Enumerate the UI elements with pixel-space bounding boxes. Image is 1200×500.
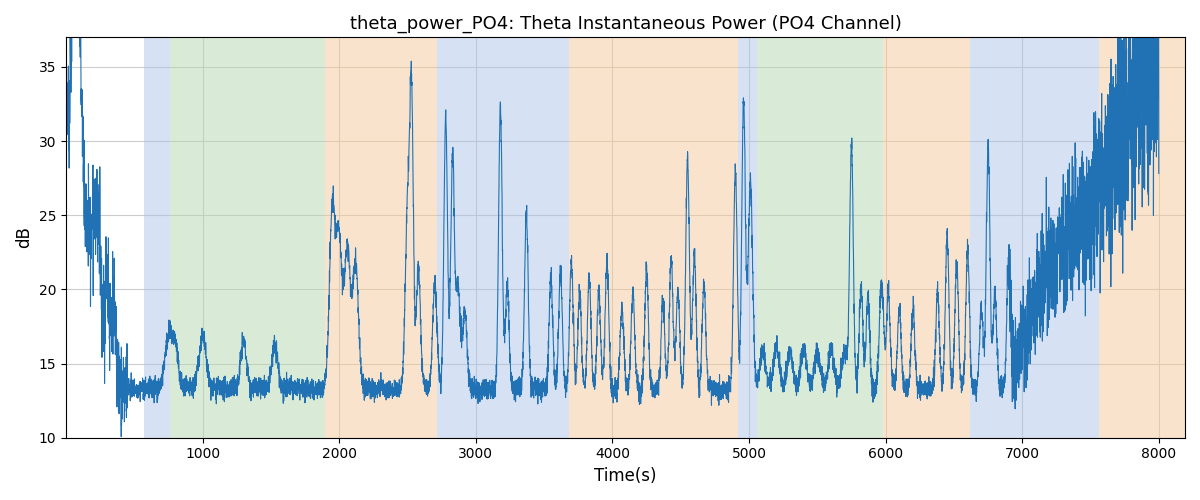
Bar — [738, 38, 757, 438]
Bar — [325, 38, 438, 438]
Bar — [569, 38, 738, 438]
Bar — [757, 38, 883, 438]
Bar — [438, 38, 569, 438]
Bar — [1099, 38, 1186, 438]
Y-axis label: dB: dB — [16, 226, 34, 248]
Title: theta_power_PO4: Theta Instantaneous Power (PO4 Channel): theta_power_PO4: Theta Instantaneous Pow… — [349, 15, 901, 34]
X-axis label: Time(s): Time(s) — [594, 467, 656, 485]
Bar — [169, 38, 325, 438]
Bar — [144, 38, 169, 438]
Bar — [883, 38, 971, 438]
Bar — [971, 38, 1099, 438]
